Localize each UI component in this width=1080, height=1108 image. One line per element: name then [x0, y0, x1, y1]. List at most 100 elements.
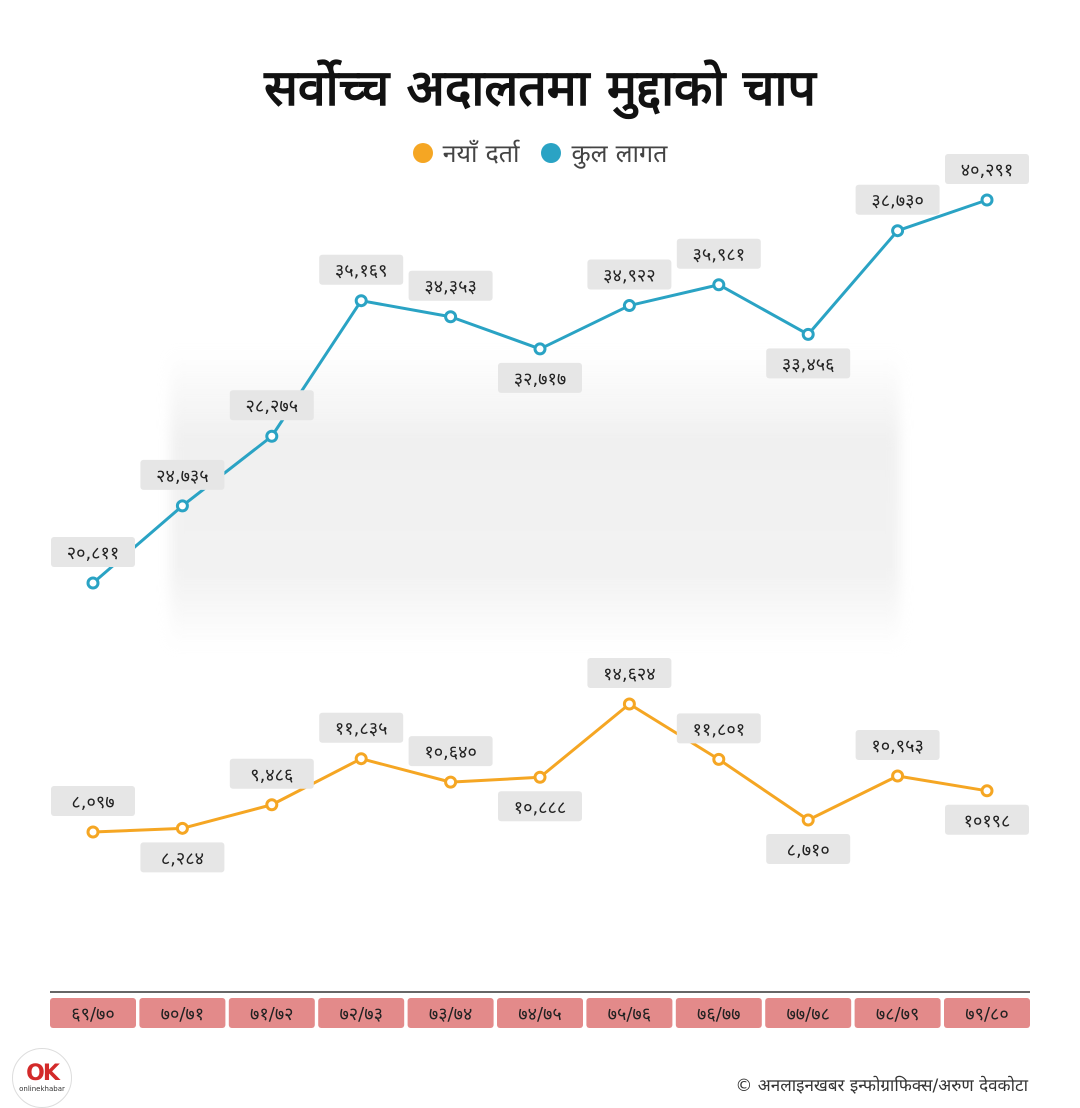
data-label-bg	[229, 390, 314, 421]
data-label-group-new-cases: १०,८८८	[498, 791, 582, 822]
x-tick-label-bg	[586, 998, 673, 1028]
data-label-bg	[676, 713, 761, 744]
data-label-new-cases: १०,९५३	[871, 736, 924, 757]
legend-dot-total-cases-icon	[541, 143, 562, 163]
data-label-group-new-cases: ११,८०१	[676, 713, 761, 744]
data-label-group-total-cases: २४,७३५	[140, 459, 225, 490]
data-label-group-total-cases: २८,२७५	[229, 390, 314, 421]
data-point-total-cases	[801, 327, 815, 341]
data-label-bg	[319, 712, 404, 743]
data-label-bg	[229, 758, 314, 789]
legend-label-new-cases: नयाँ दर्ता	[442, 139, 520, 168]
x-tick-label: ७७/७८	[786, 1004, 830, 1025]
data-label-new-cases: ११,८०१	[693, 719, 746, 740]
data-label-bg	[408, 270, 493, 301]
data-label-total-cases: ३५,९८१	[693, 245, 746, 266]
data-label-bg	[855, 729, 940, 760]
data-point-total-cases	[175, 499, 189, 513]
data-label-group-new-cases: ११,८३५	[319, 712, 404, 743]
data-point-new-cases	[801, 813, 815, 827]
data-label-new-cases: १०१९८	[964, 811, 1011, 832]
data-label-group-new-cases: ८,०९७	[51, 786, 135, 816]
data-label-bg	[587, 658, 672, 688]
x-tick-label-group: ७२/७३	[318, 998, 405, 1028]
logo-text: onlinekhabar	[19, 1084, 65, 1093]
data-label-new-cases: ११,८३५	[335, 719, 388, 740]
x-tick-label-group: ७०/७१	[139, 998, 226, 1028]
x-tick-label: ७६/७७	[697, 1004, 741, 1025]
x-tick-label: ७२/७३	[339, 1004, 383, 1025]
data-label-new-cases: १०,८८८	[514, 797, 567, 818]
data-point-total-cases	[444, 310, 458, 324]
data-label-group-total-cases: २०,८११	[51, 537, 135, 567]
data-label-group-total-cases: ४०,२९१	[945, 154, 1029, 184]
data-point-total-cases	[265, 429, 279, 443]
credit-text: © अनलाइनखबर इन्फोग्राफिक्स/अरुण देवकोटा	[735, 1076, 1028, 1096]
data-label-new-cases: १४,६२४	[603, 664, 656, 685]
x-tick-label-group: ७६/७७	[675, 998, 762, 1028]
x-tick-label-group: ७३/७४	[407, 998, 494, 1028]
data-point-new-cases	[354, 752, 368, 766]
data-label-bg	[140, 842, 225, 873]
x-tick-label-bg	[318, 998, 405, 1028]
x-tick-label-bg	[944, 998, 1030, 1028]
x-tick-label-group: ७५/७६	[586, 998, 673, 1028]
chart-legend: नयाँ दर्ता कुल लागत	[0, 136, 1080, 170]
x-tick-label-bg	[50, 998, 136, 1028]
data-label-group-new-cases: १४,६२४	[587, 658, 672, 688]
data-point-total-cases	[980, 193, 994, 207]
x-tick-label: ६९/७०	[71, 1004, 115, 1025]
data-label-total-cases: २८,२७५	[246, 396, 299, 417]
data-label-group-total-cases: ३५,९८१	[676, 238, 761, 269]
data-label-new-cases: ८,०९७	[71, 792, 114, 813]
logo-mark: OK	[26, 1060, 60, 1086]
x-tick-label-bg	[854, 998, 941, 1028]
x-tick-label-bg	[407, 998, 494, 1028]
legend-item-new-cases: नयाँ दर्ता	[412, 136, 520, 170]
data-point-new-cases	[533, 770, 547, 784]
x-tick-label-bg	[675, 998, 762, 1028]
x-tick-label-group: ७८/७९	[854, 998, 941, 1028]
data-point-new-cases	[712, 752, 726, 766]
data-point-new-cases	[980, 784, 994, 798]
legend-dot-new-cases-icon	[412, 143, 433, 163]
data-label-total-cases: ३४,३५३	[424, 277, 477, 298]
data-label-bg	[319, 254, 404, 285]
legend-label-total-cases: कुल लागत	[571, 139, 668, 168]
data-label-bg	[945, 154, 1029, 184]
onlinekhabar-logo: OK onlinekhabar	[12, 1048, 72, 1108]
x-tick-label: ७५/७६	[608, 1004, 652, 1025]
data-label-group-total-cases: ३५,१६९	[319, 254, 404, 285]
data-label-bg	[498, 791, 582, 822]
data-label-bg	[498, 362, 582, 393]
data-label-group-new-cases: १०,९५३	[855, 729, 940, 760]
data-label-group-new-cases: ८,७१०	[766, 833, 851, 864]
data-point-new-cases	[265, 798, 279, 812]
data-label-new-cases: ८,२८४	[161, 848, 204, 869]
x-tick-label-group: ७७/७८	[765, 998, 852, 1028]
chart-title: सर्वोच्च अदालतमा मुद्दाको चाप	[264, 59, 816, 117]
data-point-total-cases	[891, 224, 905, 238]
x-tick-label: ७३/७४	[429, 1004, 473, 1025]
data-label-bg	[140, 459, 225, 490]
data-point-total-cases	[354, 294, 368, 308]
x-tick-label: ७०/७१	[161, 1004, 205, 1025]
data-label-group-total-cases: ३४,३५३	[408, 270, 493, 301]
data-label-total-cases: २०,८११	[67, 543, 120, 564]
x-tick-label: ७१/७२	[250, 1004, 294, 1025]
data-label-new-cases: ८,७१०	[787, 840, 830, 861]
data-label-bg	[945, 804, 1029, 835]
data-point-total-cases	[533, 342, 547, 356]
x-tick-label-bg	[765, 998, 852, 1028]
x-tick-label-group: ७९/८०	[944, 998, 1030, 1028]
data-label-group-total-cases: ३४,९२२	[587, 259, 672, 290]
data-label-group-new-cases: ८,२८४	[140, 842, 225, 873]
data-point-total-cases	[622, 299, 636, 313]
data-point-new-cases	[86, 825, 100, 839]
data-point-new-cases	[444, 775, 458, 789]
x-tick-label-group: ६९/७०	[50, 998, 136, 1028]
data-label-bg	[766, 348, 851, 379]
data-label-total-cases: ३५,१६९	[335, 261, 388, 282]
data-label-group-new-cases: १०,६४०	[408, 736, 493, 767]
